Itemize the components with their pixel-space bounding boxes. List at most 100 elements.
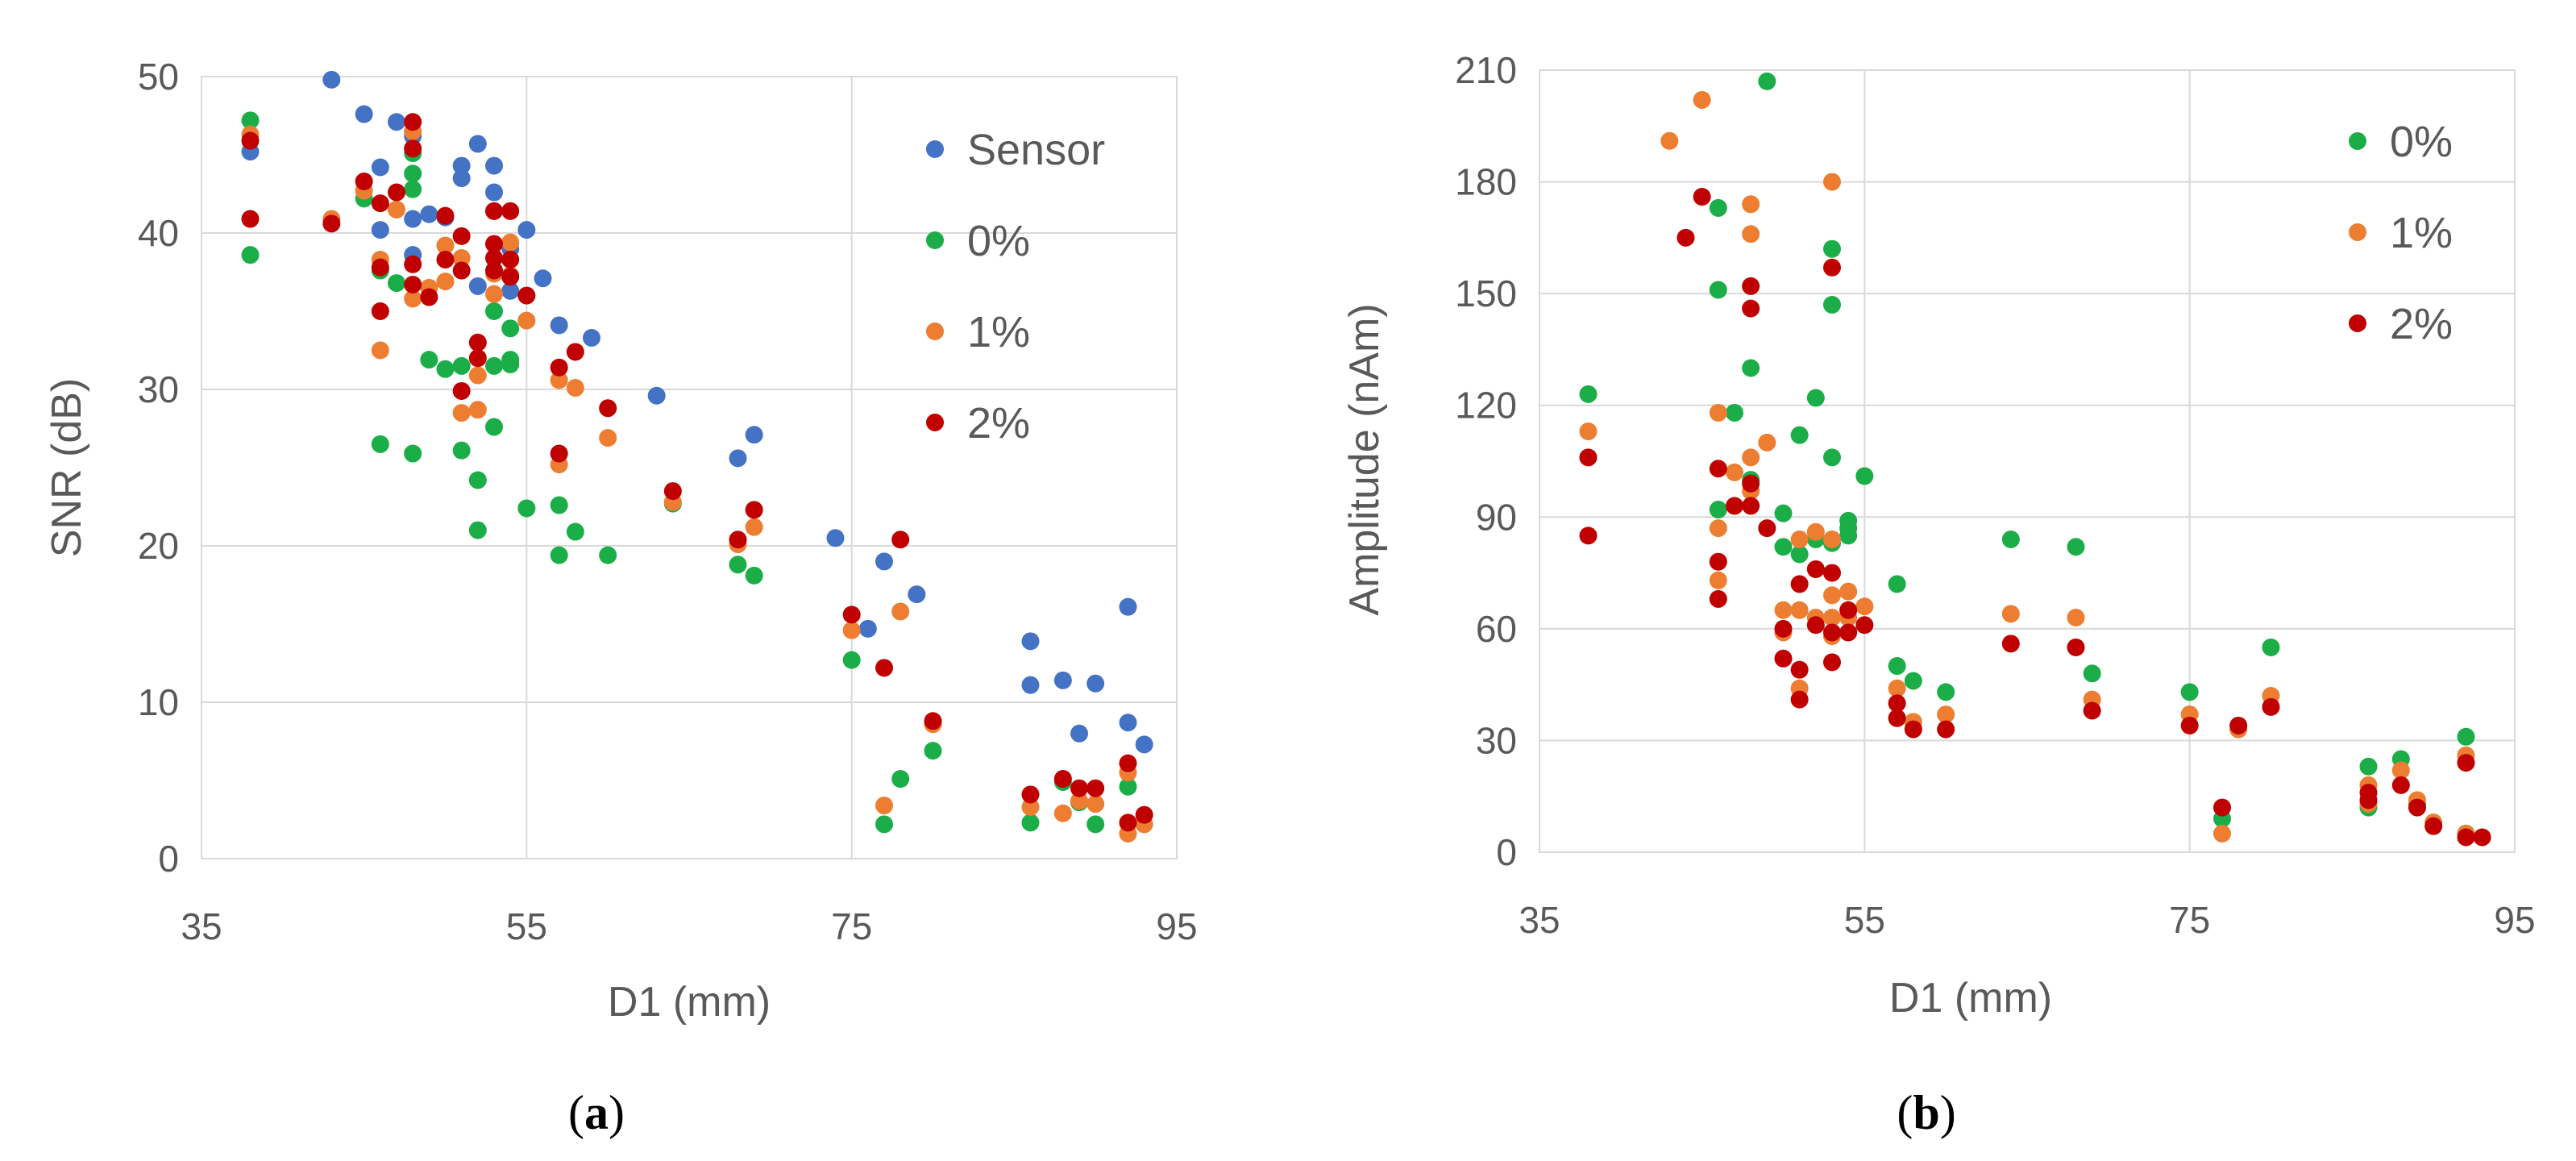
data-point-2pct [2424, 817, 2443, 835]
data-point-1pct [436, 273, 455, 291]
data-point-2pct [404, 276, 422, 294]
data-point-2pct [1709, 460, 1727, 478]
data-point-2pct [1135, 805, 1153, 824]
data-point-2pct [566, 343, 584, 361]
data-point-sensor [534, 269, 552, 288]
y-axis-label-b: Amplitude (nAm) [1341, 303, 1388, 615]
data-point-2pct [1726, 497, 1743, 515]
y-tick-labels-a: 0 10 20 30 40 50 [138, 56, 179, 880]
data-point-sensor [355, 105, 373, 123]
data-point-0pct [842, 651, 861, 669]
data-point-2pct [1774, 619, 1793, 638]
data-point-2pct [468, 333, 487, 352]
data-point-2pct [452, 381, 471, 400]
data-point-2pct [2262, 697, 2280, 716]
data-point-1pct [436, 236, 455, 255]
data-point-2pct [1806, 560, 1825, 578]
plot-area-a [201, 76, 1178, 859]
data-point-1pct [1693, 90, 1711, 109]
data-point-0pct [388, 274, 405, 293]
y-tick-label: 60 [1476, 608, 1517, 650]
data-point-2pct [485, 235, 503, 253]
data-point-2pct [485, 249, 503, 268]
y-tick-label: 0 [1496, 831, 1517, 873]
data-point-1pct [1823, 609, 1841, 626]
data-point-1pct [550, 371, 568, 389]
data-point-0pct [404, 164, 422, 183]
data-point-0pct [1823, 448, 1841, 467]
data-point-0pct [1709, 501, 1727, 519]
data-point-sensor [517, 221, 536, 239]
data-point-1pct [452, 404, 471, 422]
legend-label-sensor: Sensor [967, 126, 1105, 174]
data-point-sensor [468, 277, 487, 295]
data-point-2pct [241, 131, 260, 150]
data-point-1pct [517, 311, 536, 330]
data-point-0pct [2457, 727, 2475, 746]
data-point-2pct [2457, 754, 2475, 772]
data-point-2pct [371, 194, 389, 213]
data-point-1pct [1709, 403, 1727, 422]
data-point-0pct [2262, 638, 2280, 656]
data-point-2pct [2083, 701, 2101, 720]
panel-label-a: (a) [568, 1086, 625, 1139]
y-tick-label: 50 [138, 56, 179, 98]
y-tick-label: 120 [1455, 385, 1517, 427]
x-axis-label-b: D1 (mm) [1889, 975, 2052, 1022]
plot-area-b [1539, 69, 2516, 853]
data-point-0pct [468, 521, 487, 539]
data-point-sensor [371, 158, 389, 177]
data-point-1pct [452, 249, 471, 268]
chart-panel-a: 0 10 20 30 40 50 35 55 75 95 SNR (dB) D1 (mm) Se… [44, 56, 1198, 1139]
data-point-1pct [1660, 131, 1679, 150]
data-point-0pct [1823, 296, 1841, 314]
data-point-1pct [1790, 531, 1809, 548]
panel-label-a-close: ) [609, 1086, 625, 1139]
data-point-2pct [452, 227, 471, 245]
data-point-2pct [1579, 448, 1598, 467]
data-point-2pct [404, 139, 422, 158]
data-point-1pct [1709, 519, 1727, 538]
data-point-1pct [2213, 824, 2231, 843]
data-point-2pct [501, 268, 520, 286]
data-point-1pct [599, 429, 617, 447]
data-point-1pct [1021, 797, 1040, 816]
data-point-2pct [420, 288, 438, 306]
legend-label-1pct: 1% [967, 308, 1030, 356]
gridlines-b [1539, 69, 2516, 853]
data-point-2pct [875, 659, 893, 677]
panel-label-a-letter: a [584, 1086, 609, 1139]
data-point-1pct [1070, 792, 1088, 810]
data-point-2pct [1823, 258, 1841, 277]
data-point-sensor [875, 552, 893, 571]
data-point-2pct [745, 501, 763, 519]
data-point-0pct [891, 770, 910, 789]
data-point-2pct [2408, 798, 2426, 817]
data-point-2pct [241, 210, 260, 228]
data-point-sensor [858, 619, 877, 638]
legend-label-2pct: 2% [967, 399, 1030, 447]
data-point-1pct [566, 379, 584, 397]
data-point-0pct [745, 566, 763, 585]
data-point-2pct [2213, 798, 2231, 817]
data-point-2pct [2180, 716, 2199, 734]
x-tick-label: 55 [506, 905, 547, 947]
data-point-2pct [485, 261, 503, 280]
data-point-2pct [1742, 474, 1760, 493]
data-point-0pct [404, 180, 422, 198]
data-points-a [241, 70, 1153, 843]
panel-label-a-open: ( [568, 1086, 584, 1139]
data-point-sensor [729, 449, 747, 468]
data-point-2pct [1742, 497, 1760, 515]
legend-label-2pct: 2% [2390, 300, 2453, 348]
data-point-0pct [566, 522, 584, 541]
data-point-0pct [485, 418, 503, 436]
data-point-0pct [1823, 239, 1841, 258]
y-tick-label: 90 [1476, 496, 1517, 538]
data-point-sensor [452, 156, 471, 175]
data-point-2pct [1021, 785, 1040, 804]
legend-marker-0pct [926, 231, 944, 249]
x-tick-labels-b: 35 55 75 95 [1519, 899, 2535, 941]
x-tick-label: 95 [2494, 899, 2535, 941]
data-point-2pct [924, 712, 942, 730]
